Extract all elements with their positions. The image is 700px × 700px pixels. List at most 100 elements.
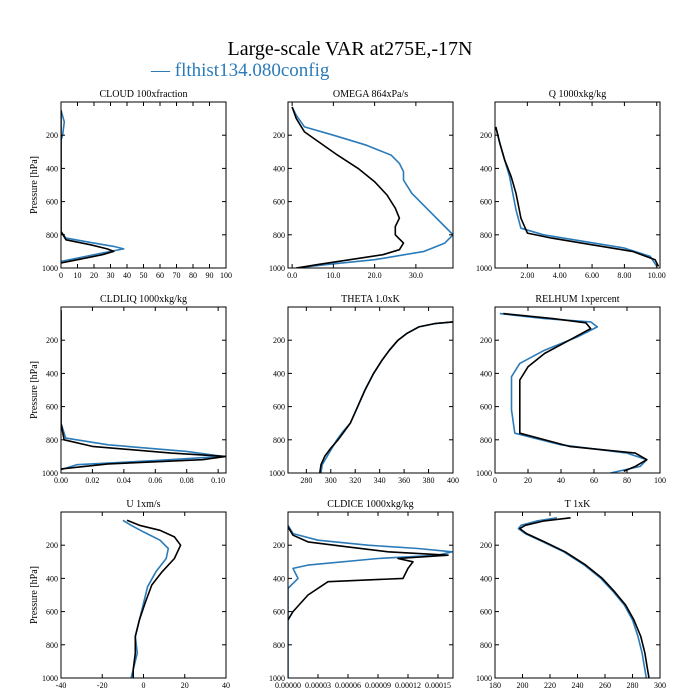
y-tick-label: 600 [480,403,492,412]
y-tick-label: 1000 [42,264,58,273]
plot-frame [494,306,661,474]
x-tick-label: 30 [107,271,115,280]
series-line-2 [503,312,648,473]
y-tick-label: 400 [46,574,58,583]
series-line-1 [122,519,170,678]
figure-title: Large-scale VAR at275E,-17N [228,38,473,60]
x-tick-label: 6.00 [585,271,599,280]
panel-title: THETA 1.0xK [341,294,400,305]
y-tick-label: 800 [46,641,58,650]
y-tick-label: 1000 [476,469,492,478]
y-tick-label: 600 [46,608,58,617]
x-tick-label: 0.00012 [395,681,421,690]
y-tick-label: 800 [46,231,58,240]
plot-frame [494,101,661,269]
x-tick-label: 0.06 [148,476,162,485]
y-tick-label: 200 [273,131,285,140]
y-tick-label: 400 [46,164,58,173]
panel-title: T 1xK [565,499,591,510]
plot-frame [60,511,227,679]
series-line-2 [126,519,182,678]
x-tick-label: 240 [572,681,584,690]
x-tick-label: -20 [97,681,108,690]
x-tick-label: 0.00009 [365,681,391,690]
panel-title: CLDICE 1000xkg/kg [327,499,413,510]
x-tick-label: 0.00000 [275,681,301,690]
panel-title: RELHUM 1xpercent [535,294,619,305]
y-tick-label: 400 [480,574,492,583]
y-tick-label: 200 [273,336,285,345]
x-tick-label: 100 [654,476,666,485]
plot-frame [494,511,661,679]
y-tick-label: 600 [46,198,58,207]
x-tick-label: 100 [220,271,232,280]
x-tick-label: 0 [142,681,146,690]
x-tick-label: 20 [90,271,98,280]
series-line-2 [291,106,405,268]
x-tick-label: 220 [544,681,556,690]
y-tick-label: 600 [273,198,285,207]
y-tick-label: 200 [273,541,285,550]
x-tick-label: 30.0 [409,271,423,280]
y-tick-label: 200 [46,541,58,550]
plot-frame [60,306,227,474]
y-tick-label: 1000 [42,674,58,683]
chart-panel-3: Q 1000xkg/kg 200 400 600 800 1000 2.00 4.00 6.00… [476,89,666,280]
x-tick-label: 0.00003 [305,681,331,690]
y-tick-label: 800 [480,231,492,240]
y-tick-label: 200 [46,131,58,140]
y-tick-label: 1000 [269,469,285,478]
x-tick-label: 2.00 [520,271,534,280]
x-tick-label: -40 [56,681,67,690]
y-axis-label: Pressure [hPa] [29,156,40,214]
y-tick-label: 200 [46,336,58,345]
x-tick-label: 380 [423,476,435,485]
x-tick-label: 260 [599,681,611,690]
x-tick-label: 50 [140,271,148,280]
series-line-1 [288,524,453,678]
x-tick-label: 20.0 [368,271,382,280]
y-tick-label: 800 [273,641,285,650]
series-line-2 [288,526,449,621]
y-tick-label: 400 [480,164,492,173]
plot-frame [287,306,454,474]
x-tick-label: 60 [156,271,164,280]
legend-entry: — flthist134.080config [150,60,330,81]
y-tick-label: 600 [480,198,492,207]
x-tick-label: 300 [654,681,666,690]
y-tick-label: 600 [46,403,58,412]
x-tick-label: 0.0 [287,271,297,280]
x-tick-label: 0.08 [180,476,194,485]
y-tick-label: 1000 [42,469,58,478]
y-tick-label: 200 [480,336,492,345]
chart-panel-5: THETA 1.0xK 200 400 600 800 1000 280 300 320 340 3… [269,294,459,485]
x-tick-label: 8.00 [617,271,631,280]
x-tick-label: 280 [627,681,639,690]
y-tick-label: 800 [273,436,285,445]
panel-title: CLOUD 100xfraction [99,89,187,100]
y-tick-label: 400 [480,369,492,378]
x-tick-label: 60 [590,476,598,485]
chart-panel-8: CLDICE 1000xkg/kg 200 400 600 800 10000.00000… [269,499,454,690]
series-line-1 [320,321,453,473]
x-tick-label: 200 [517,681,529,690]
panel-title: U 1xm/s [126,499,160,510]
x-tick-label: 0 [59,271,63,280]
y-tick-label: 200 [480,541,492,550]
panel-title: Q 1000xkg/kg [549,89,607,100]
x-tick-label: 180 [489,681,501,690]
y-tick-label: 400 [273,369,285,378]
y-tick-label: 1000 [476,674,492,683]
y-tick-label: 600 [480,608,492,617]
series-line-1 [61,310,224,471]
x-tick-label: 0.00006 [335,681,361,690]
series-line-1 [61,110,125,263]
x-tick-label: 0.02 [85,476,99,485]
x-tick-label: 280 [300,476,312,485]
